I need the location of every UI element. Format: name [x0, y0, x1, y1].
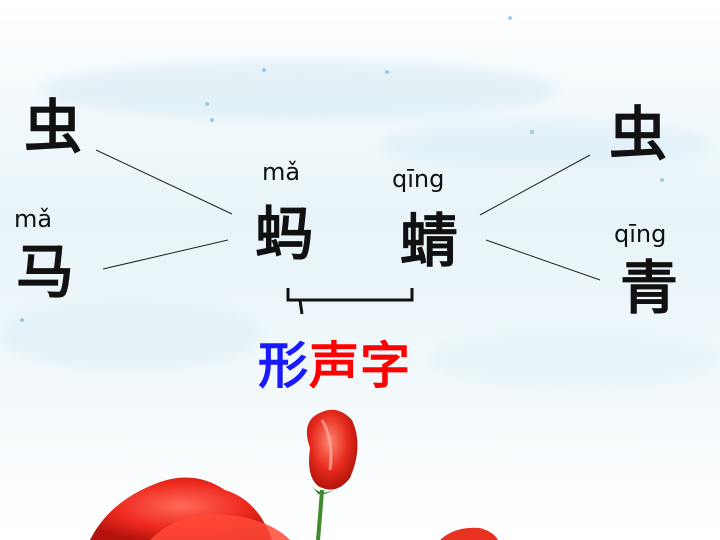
- background-dot: [530, 130, 534, 134]
- stem: [316, 489, 324, 540]
- background-streak: [380, 120, 710, 170]
- line-left-top: [95, 149, 233, 215]
- bracket: [286, 288, 414, 302]
- background-streak: [0, 300, 260, 370]
- small-petal: [440, 527, 498, 540]
- background-dot: [262, 68, 266, 72]
- background-dot: [20, 318, 24, 322]
- right-top-char: 虫: [609, 100, 668, 168]
- tulip-bud-highlight: [320, 419, 333, 471]
- right-bottom-char: 青: [620, 254, 679, 322]
- background-dot: [210, 118, 214, 122]
- background-streak: [40, 60, 560, 120]
- background-dot: [205, 102, 209, 106]
- large-flower-petal: [150, 514, 290, 540]
- line-right-top: [479, 154, 591, 216]
- label-part-sheng: 声: [309, 337, 360, 395]
- background-streak: [430, 330, 720, 390]
- bracket-tick: [298, 299, 304, 315]
- line-right-bottom: [485, 239, 601, 281]
- left-pinyin: mǎ: [14, 205, 53, 233]
- center-left-char: 蚂: [255, 200, 314, 268]
- line-left-bottom: [102, 239, 229, 270]
- center-left-pinyin: mǎ: [262, 158, 301, 186]
- left-top-char: 虫: [24, 93, 83, 161]
- center-right-char: 蜻: [400, 207, 459, 275]
- right-pinyin: qīng: [614, 220, 667, 248]
- xingsheng-label: 形声字: [258, 341, 411, 391]
- background-dot: [508, 16, 512, 20]
- label-part-xing: 形: [258, 337, 309, 395]
- background-dot: [385, 70, 389, 74]
- center-right-pinyin: qīng: [392, 165, 445, 193]
- background-dot: [660, 178, 664, 182]
- bud-leaf: [312, 486, 336, 495]
- left-bottom-char: 马: [16, 238, 75, 306]
- label-part-zi: 字: [360, 337, 411, 395]
